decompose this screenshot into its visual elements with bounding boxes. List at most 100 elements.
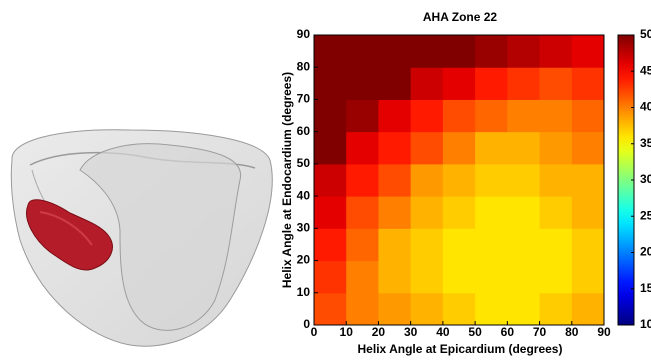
x-tick-label: 70 bbox=[533, 325, 547, 339]
colorbar-tick-label: 10 bbox=[640, 317, 651, 331]
x-tick-label: 50 bbox=[468, 325, 482, 339]
x-axis-label: Helix Angle at Epicardium (degrees) bbox=[358, 342, 563, 356]
heat-cell bbox=[442, 292, 476, 326]
y-tick-label: 40 bbox=[297, 188, 311, 202]
heat-cell bbox=[539, 35, 573, 68]
heart-illustration bbox=[10, 129, 273, 347]
heat-cell bbox=[539, 292, 573, 326]
y-axis-label: Helix Angle at Endocardium (degrees) bbox=[280, 72, 294, 288]
heat-cell bbox=[442, 35, 476, 68]
colorbar-tick-label: 35 bbox=[640, 136, 651, 150]
heat-cell bbox=[410, 99, 444, 133]
heat-cell bbox=[378, 67, 412, 100]
heat-cell bbox=[442, 228, 476, 262]
x-tick-label: 60 bbox=[501, 325, 515, 339]
heat-cell bbox=[507, 67, 541, 100]
heat-cell bbox=[410, 292, 444, 326]
colorbar-tick-label: 25 bbox=[640, 208, 651, 222]
heat-cell bbox=[475, 67, 508, 100]
heat-cell bbox=[346, 196, 379, 229]
heat-cell bbox=[410, 163, 444, 197]
heat-cell bbox=[314, 131, 347, 165]
plot-frame bbox=[313, 34, 605, 326]
heat-cell bbox=[314, 292, 347, 326]
heat-cell bbox=[539, 163, 573, 197]
heat-cell bbox=[314, 67, 347, 100]
heat-cell bbox=[507, 163, 541, 197]
heat-cell bbox=[507, 99, 541, 133]
heat-cell bbox=[475, 131, 508, 165]
colorbar-tick-label: 40 bbox=[640, 100, 651, 114]
heat-cell bbox=[442, 196, 476, 229]
x-tick-label: 0 bbox=[311, 325, 318, 339]
heat-cell bbox=[346, 67, 379, 100]
heat-cell bbox=[475, 292, 508, 326]
heat-cell bbox=[539, 99, 573, 133]
heat-cell bbox=[571, 67, 605, 100]
colorbar-tick-label: 45 bbox=[640, 63, 651, 77]
heat-cell bbox=[571, 228, 605, 262]
y-tick-label: 70 bbox=[297, 92, 311, 106]
heat-cell bbox=[410, 35, 444, 68]
heat-cell bbox=[571, 131, 605, 165]
heat-cell bbox=[378, 228, 412, 262]
heat-cell bbox=[475, 163, 508, 197]
heat-cell bbox=[475, 260, 508, 294]
heat-cell bbox=[346, 35, 379, 68]
y-tick-label: 90 bbox=[297, 27, 311, 41]
y-tick-label: 60 bbox=[297, 124, 311, 138]
heat-cell bbox=[410, 196, 444, 229]
heat-cell bbox=[314, 228, 347, 262]
heat-cell bbox=[346, 228, 379, 262]
heat-cell bbox=[507, 196, 541, 229]
x-tick-label: 10 bbox=[340, 325, 354, 339]
heat-cell bbox=[378, 99, 412, 133]
heat-cell bbox=[475, 228, 508, 262]
heat-cell bbox=[314, 260, 347, 294]
y-tick-label: 80 bbox=[297, 59, 311, 73]
heat-cell bbox=[378, 131, 412, 165]
heat-cell bbox=[507, 35, 541, 68]
heat-cell bbox=[378, 163, 412, 197]
x-tick-label: 30 bbox=[404, 325, 418, 339]
heat-cell bbox=[507, 131, 541, 165]
x-tick-label: 90 bbox=[597, 325, 611, 339]
heat-cell bbox=[410, 228, 444, 262]
x-tick-label: 40 bbox=[436, 325, 450, 339]
heat-cell bbox=[378, 196, 412, 229]
heat-cell bbox=[346, 292, 379, 326]
y-tick-label: 0 bbox=[303, 317, 310, 331]
heat-cell bbox=[346, 163, 379, 197]
heat-cell bbox=[442, 99, 476, 133]
chart-title: AHA Zone 22 bbox=[423, 10, 498, 24]
heat-cell bbox=[507, 228, 541, 262]
heat-cell bbox=[442, 163, 476, 197]
heat-cell bbox=[442, 67, 476, 100]
x-tick-label: 20 bbox=[372, 325, 386, 339]
heat-cell bbox=[346, 131, 379, 165]
heat-cell bbox=[507, 292, 541, 326]
heat-cell bbox=[475, 35, 508, 68]
heat-cell bbox=[378, 35, 412, 68]
heat-cell bbox=[410, 67, 444, 100]
heat-cell bbox=[442, 260, 476, 294]
heat-cell bbox=[346, 99, 379, 133]
heat-cell bbox=[571, 260, 605, 294]
heat-cell bbox=[539, 67, 573, 100]
heat-cell bbox=[571, 35, 605, 68]
heatmap-plot bbox=[314, 35, 605, 326]
y-tick-label: 10 bbox=[297, 285, 311, 299]
heat-cell bbox=[507, 260, 541, 294]
heat-cell bbox=[475, 99, 508, 133]
colorbar-tick-label: 50 bbox=[640, 27, 651, 41]
heat-cell bbox=[571, 99, 605, 133]
heat-cell bbox=[378, 260, 412, 294]
colorbar-tick-label: 15 bbox=[640, 281, 651, 295]
heat-cell bbox=[539, 228, 573, 262]
heat-cell bbox=[539, 260, 573, 294]
heat-cell bbox=[410, 131, 444, 165]
heat-cell bbox=[314, 35, 347, 68]
y-tick-label: 30 bbox=[297, 221, 311, 235]
y-tick-label: 20 bbox=[297, 253, 311, 267]
